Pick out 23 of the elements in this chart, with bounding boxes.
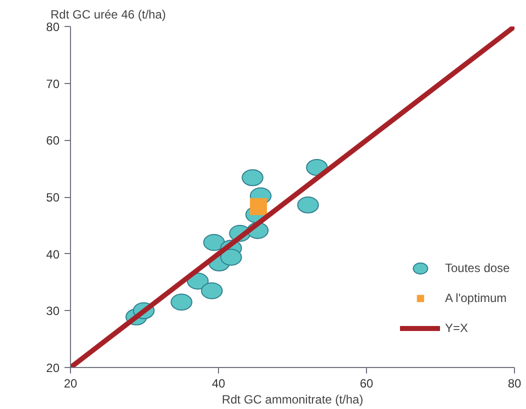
x-tick-label: 40 bbox=[212, 376, 226, 390]
point bbox=[220, 248, 242, 266]
x-tick-label: 80 bbox=[508, 376, 522, 390]
point bbox=[170, 294, 192, 311]
y-tick-label: 50 bbox=[46, 190, 60, 204]
legend-label: Toutes dose bbox=[445, 261, 510, 275]
point bbox=[297, 196, 319, 214]
point bbox=[200, 282, 223, 300]
y-tick-label: 70 bbox=[46, 76, 60, 91]
legend-label: A l'optimum bbox=[445, 291, 507, 305]
y-tick-label: 60 bbox=[46, 134, 60, 148]
point bbox=[203, 234, 225, 251]
y-tick-label: 30 bbox=[46, 304, 60, 318]
y-tick-label: 40 bbox=[46, 247, 60, 262]
legend-label: Y=X bbox=[445, 321, 468, 335]
point bbox=[242, 169, 264, 186]
x-axis-title: Rdt GC ammonitrate (t/ha) bbox=[222, 392, 364, 406]
point bbox=[250, 198, 267, 216]
x-tick-label: 60 bbox=[360, 376, 374, 390]
x-tick-label: 20 bbox=[64, 376, 78, 390]
y-axis-title: Rdt GC urée 46 (t/ha) bbox=[50, 8, 166, 22]
y-tick-label: 80 bbox=[46, 20, 60, 34]
y-tick-label: 20 bbox=[46, 361, 60, 375]
